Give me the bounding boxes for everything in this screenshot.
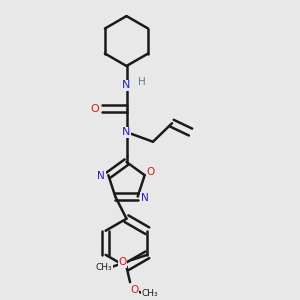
Text: CH₃: CH₃ xyxy=(96,263,112,272)
Text: N: N xyxy=(98,171,105,182)
Text: H: H xyxy=(138,76,146,87)
Text: N: N xyxy=(122,80,131,90)
Text: O: O xyxy=(130,285,139,295)
Text: O: O xyxy=(146,167,155,177)
Text: N: N xyxy=(141,193,148,203)
Text: O: O xyxy=(91,103,100,114)
Text: N: N xyxy=(122,127,131,137)
Text: O: O xyxy=(118,257,127,267)
Text: CH₃: CH₃ xyxy=(142,290,158,298)
